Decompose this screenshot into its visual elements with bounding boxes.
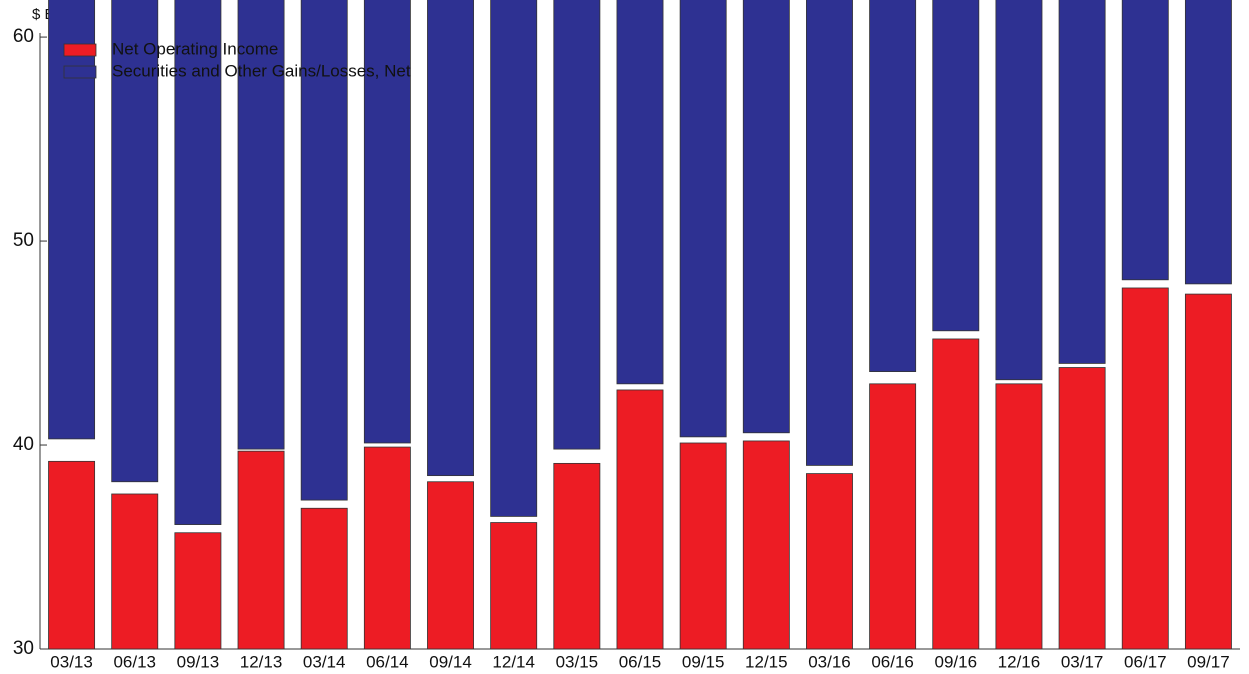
legend-swatch [63, 43, 97, 57]
x-tick-label: 09/14 [429, 652, 472, 671]
bar-segment [869, 0, 917, 372]
bar-segment [237, 450, 285, 650]
legend-label: Net Operating Income [112, 39, 278, 58]
x-tick-label: 03/13 [50, 652, 93, 671]
bar-segment [679, 0, 727, 438]
y-tick-label: 40 [13, 434, 34, 455]
x-tick-label: 03/15 [556, 652, 599, 671]
x-tick-label: 06/15 [619, 652, 662, 671]
bar-segment [237, 0, 285, 450]
bar-segment [995, 383, 1043, 650]
x-tick-label: 12/16 [998, 652, 1041, 671]
bar-segment [427, 0, 474, 477]
bar-segment [111, 493, 159, 650]
x-tick-label: 09/17 [1187, 652, 1230, 671]
bar-segment [1121, 287, 1169, 650]
bar-segment [742, 440, 790, 650]
bar-segment [1184, 0, 1232, 285]
legend-label: Securities and Other Gains/Losses, Net [112, 61, 411, 80]
bar-segment [1058, 367, 1106, 650]
bar-segment [1184, 293, 1232, 650]
x-tick-label: 09/16 [935, 652, 978, 671]
bar-segment [616, 0, 664, 385]
bar-segment [932, 0, 980, 332]
bar-segment [174, 532, 222, 650]
bar-segment [363, 446, 411, 650]
bar-segment [553, 462, 601, 650]
bar-segment [490, 522, 538, 650]
x-tick-label: 06/17 [1124, 652, 1167, 671]
bar-segment [300, 507, 348, 650]
bar-segment [806, 0, 853, 466]
bar-segment [679, 442, 727, 650]
bar-segment [174, 0, 222, 525]
legend-swatch [63, 65, 97, 79]
bar-segment [932, 338, 980, 650]
x-tick-label: 06/13 [113, 652, 156, 671]
bar-segment [300, 0, 348, 501]
bar-segment [869, 383, 917, 650]
bar-segment [363, 0, 411, 444]
y-tick-label: 60 [13, 26, 34, 47]
bar-segment [490, 0, 538, 517]
x-tick-label: 06/16 [871, 652, 914, 671]
x-tick-label: 12/15 [745, 652, 788, 671]
bar-segment [806, 473, 853, 650]
x-tick-label: 12/14 [492, 652, 535, 671]
x-tick-label: 03/14 [303, 652, 346, 671]
x-tick-label: 09/13 [177, 652, 220, 671]
x-tick-label: 12/13 [240, 652, 283, 671]
bar-segment [427, 481, 474, 650]
bar-segment [742, 0, 790, 434]
bar-segment [616, 389, 664, 650]
x-tick-label: 03/17 [1061, 652, 1104, 671]
x-tick-label: 09/15 [682, 652, 725, 671]
bar-segment [1058, 0, 1106, 364]
x-tick-label: 03/16 [808, 652, 851, 671]
x-tick-label: 06/14 [366, 652, 409, 671]
bar-segment [995, 0, 1043, 381]
bar-segment [111, 0, 159, 483]
bar-segment [1121, 0, 1169, 281]
bar-segment [48, 460, 96, 650]
bar-segment [553, 0, 601, 450]
y-tick-label: 30 [13, 638, 34, 659]
y-tick-label: 50 [13, 230, 34, 251]
